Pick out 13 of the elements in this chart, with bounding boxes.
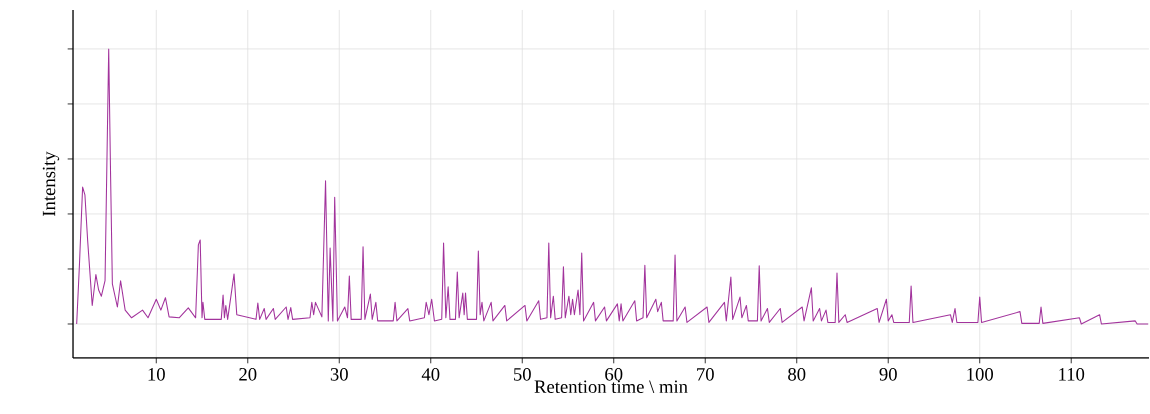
- x-tick-label: 60: [605, 368, 623, 381]
- x-tick-label: 110: [1059, 368, 1085, 381]
- x-tick-label: 70: [697, 368, 714, 381]
- x-tick-label: 50: [514, 368, 531, 381]
- y-axis-title: Intensity: [42, 151, 60, 216]
- x-tick-label: 80: [788, 368, 806, 381]
- x-tick-label: 90: [879, 368, 897, 381]
- x-tick-label: 30: [330, 368, 348, 381]
- x-tick-label: 100: [967, 368, 994, 381]
- x-tick-label: 10: [148, 368, 165, 381]
- x-axis-title: Retention time \ min: [534, 380, 688, 393]
- x-tick-label: 40: [421, 368, 440, 381]
- x-tick-label: 20: [239, 368, 257, 381]
